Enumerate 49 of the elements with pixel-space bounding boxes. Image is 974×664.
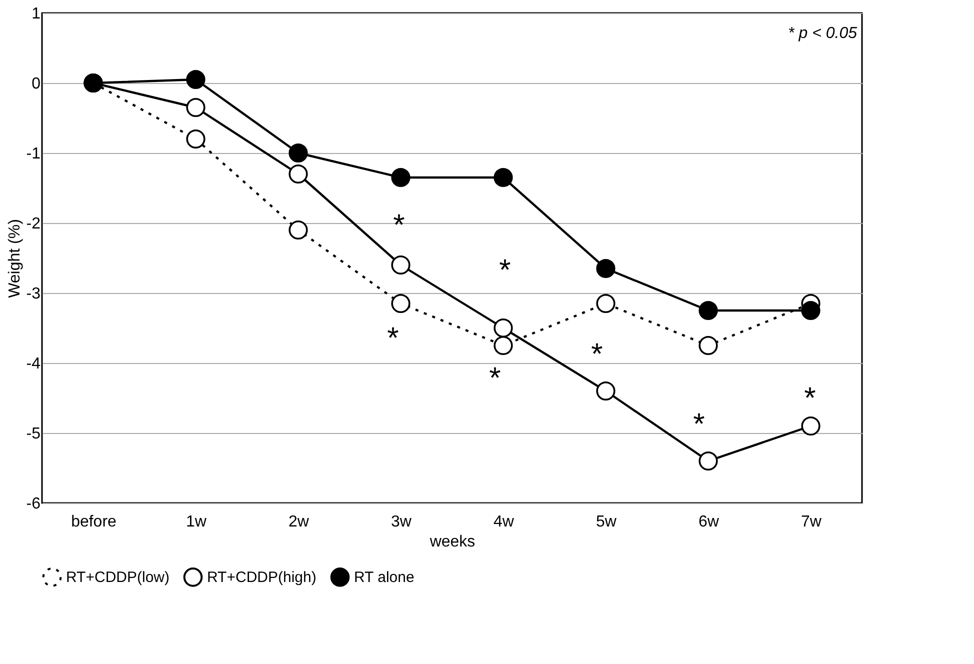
annotation: * <box>591 338 604 371</box>
legend-label: RT+CDDP(high) <box>207 569 316 586</box>
annotation: * <box>499 254 512 287</box>
point <box>801 300 820 320</box>
y-axis-title: Weight (%) <box>6 219 24 298</box>
point <box>391 168 410 188</box>
y-tick-label: 1 <box>32 6 41 22</box>
x-tick-label: 4w <box>494 514 514 530</box>
x-axis-title: weeks <box>428 534 476 550</box>
x-tick-label: 2w <box>288 514 310 530</box>
point <box>186 129 206 149</box>
point <box>801 416 820 436</box>
y-tick-label: 0 <box>32 76 41 92</box>
point <box>596 258 616 278</box>
point <box>186 70 206 90</box>
point <box>391 294 410 314</box>
point <box>288 220 308 240</box>
y-tick-label: -5 <box>26 426 41 442</box>
point <box>698 451 718 471</box>
x-tick-label: 3w <box>391 514 412 530</box>
y-tick-label: -3 <box>26 286 41 302</box>
annotation: * <box>693 408 706 441</box>
y-tick-label: -6 <box>26 496 41 512</box>
annotation: * <box>804 382 816 415</box>
x-tick-label: 7w <box>801 514 822 530</box>
x-tick-label: 1w <box>186 514 207 530</box>
x-tick-label: 6w <box>698 514 720 530</box>
point <box>698 300 718 320</box>
point <box>494 318 513 338</box>
point <box>698 336 718 356</box>
point <box>391 255 410 275</box>
point <box>186 98 206 118</box>
y-tick-label: -2 <box>26 216 41 232</box>
point <box>596 294 616 314</box>
point <box>494 168 513 188</box>
annotation: * p < 0.05 <box>788 25 858 42</box>
point <box>288 143 308 163</box>
legend-label: RT+CDDP(low) <box>66 569 170 586</box>
annotation: * <box>387 322 400 355</box>
y-tick-label: -1 <box>26 146 41 162</box>
annotation: * <box>489 362 502 395</box>
legend-label: RT alone <box>354 569 414 586</box>
y-tick-label: -4 <box>26 356 41 372</box>
point <box>288 164 308 184</box>
x-tick-label: before <box>71 514 117 530</box>
x-tick-label: 5w <box>596 514 617 530</box>
annotation: * <box>393 209 406 242</box>
point <box>596 381 616 401</box>
point <box>494 336 513 356</box>
